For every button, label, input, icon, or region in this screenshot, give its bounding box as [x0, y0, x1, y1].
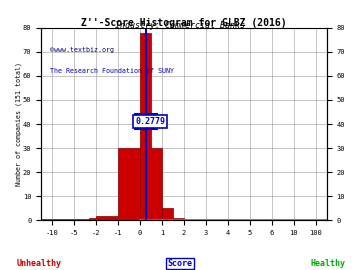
- Text: Healthy: Healthy: [310, 259, 345, 268]
- Bar: [118, 148, 140, 220]
- Bar: [162, 208, 173, 220]
- Text: ©www.textbiz.org: ©www.textbiz.org: [50, 47, 114, 53]
- Text: Score: Score: [167, 259, 193, 268]
- Text: The Research Foundation of SUNY: The Research Foundation of SUNY: [50, 68, 174, 74]
- Text: Unhealthy: Unhealthy: [17, 259, 62, 268]
- Bar: [89, 218, 96, 220]
- Y-axis label: Number of companies (151 total): Number of companies (151 total): [15, 62, 22, 186]
- Text: 0.2779: 0.2779: [135, 117, 165, 126]
- Bar: [173, 218, 184, 220]
- Bar: [140, 33, 151, 220]
- Title: Z''-Score Histogram for GLBZ (2016): Z''-Score Histogram for GLBZ (2016): [81, 18, 287, 28]
- Bar: [151, 148, 162, 220]
- Bar: [96, 215, 118, 220]
- Text: Industry: Commercial Banks: Industry: Commercial Banks: [115, 21, 245, 30]
